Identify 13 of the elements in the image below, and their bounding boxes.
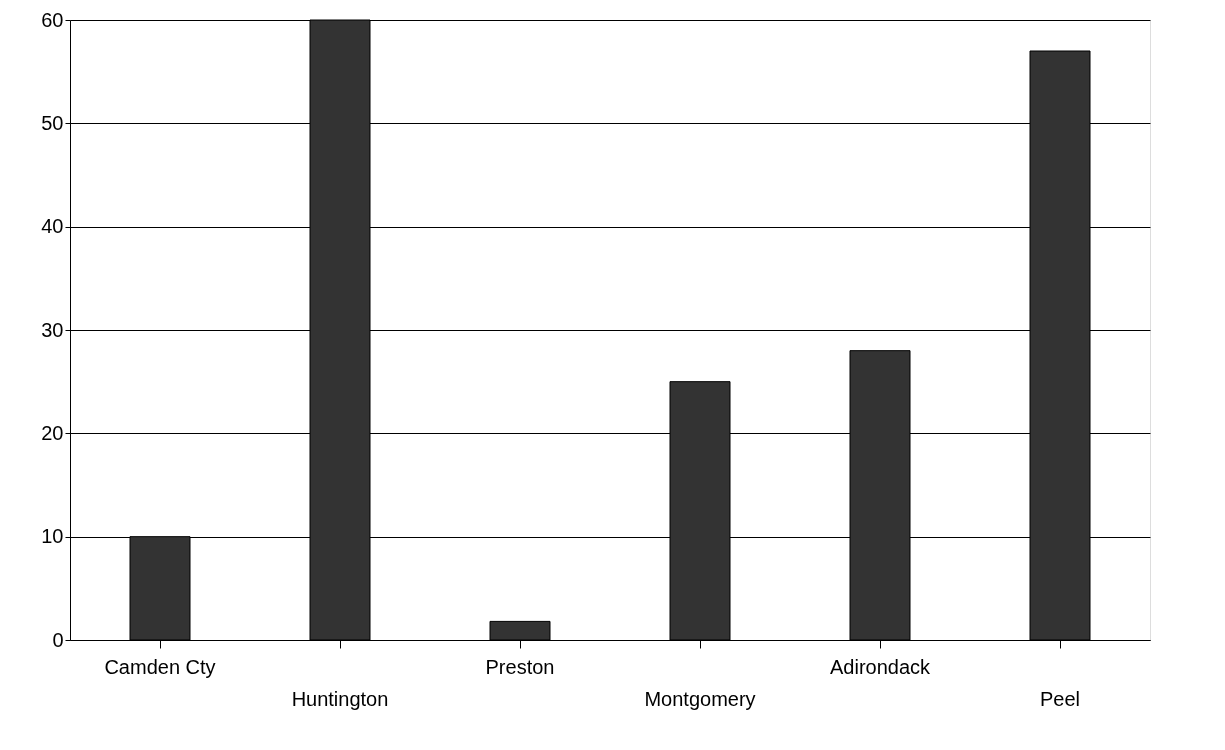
x-tick-label: Huntington	[291, 688, 389, 710]
y-tick-label: 30	[41, 318, 64, 341]
x-tick-label: Peel	[1039, 688, 1081, 710]
y-tick-label: 60	[41, 8, 64, 31]
y-tick-label: 10	[41, 525, 64, 548]
x-tick-label: Adirondack	[829, 656, 932, 678]
x-tick-label: Camden Cty	[104, 656, 216, 678]
y-tick-label: 0	[52, 628, 64, 651]
y-tick-label: 20	[41, 421, 64, 444]
x-tick-label: Montgomery	[644, 688, 756, 710]
x-tick-label: Preston	[485, 656, 555, 678]
y-tick-label: 40	[41, 215, 64, 238]
y-tick-label: 50	[41, 111, 64, 134]
